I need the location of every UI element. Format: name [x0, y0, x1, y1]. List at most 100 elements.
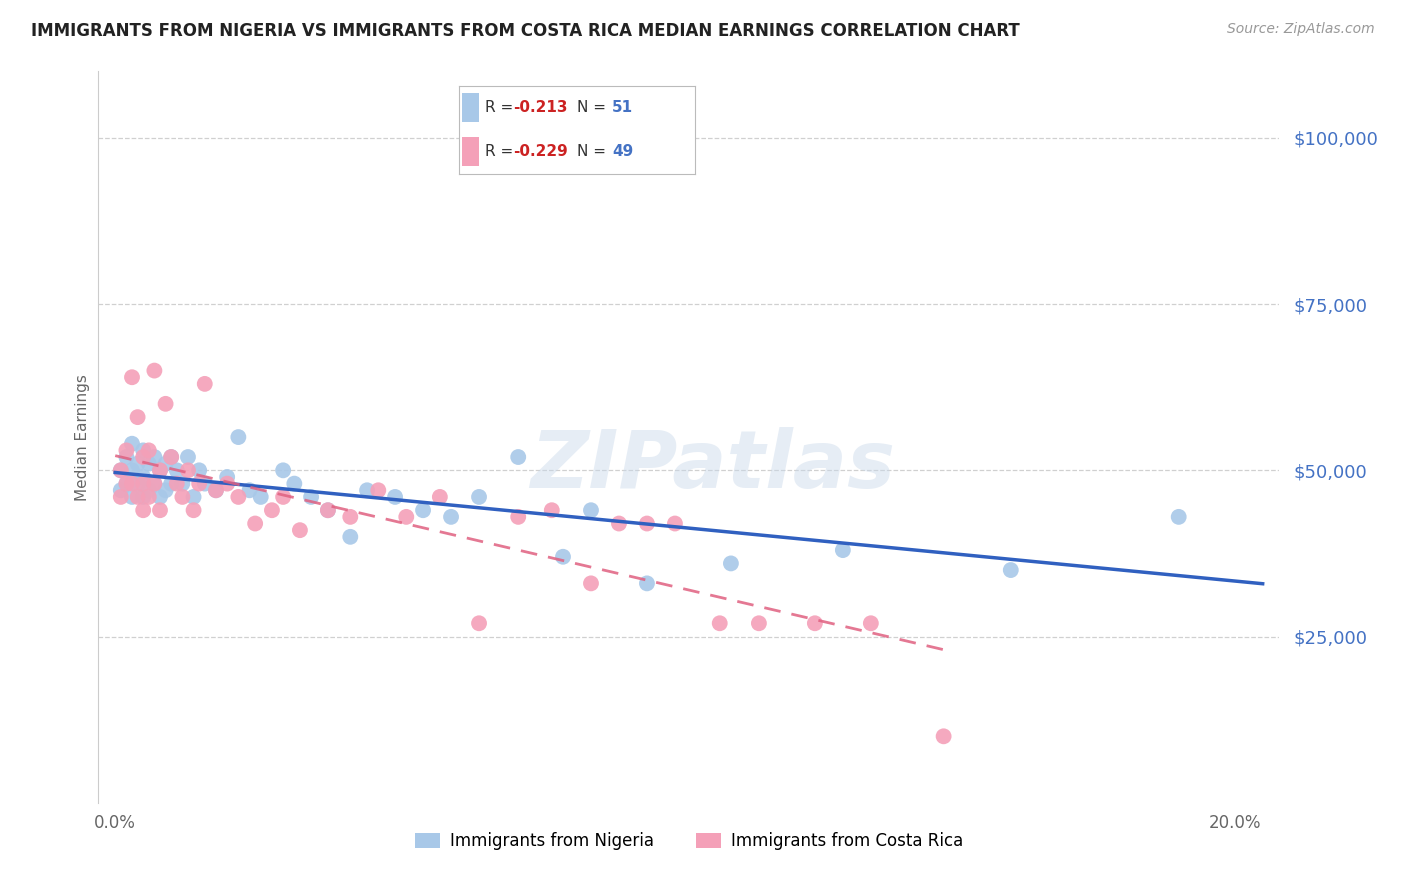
Point	[384, 490, 406, 504]
Point	[283, 476, 305, 491]
Point	[429, 490, 451, 504]
Point	[110, 463, 132, 477]
Point	[110, 490, 132, 504]
Point	[160, 450, 183, 464]
Point	[138, 443, 160, 458]
Point	[540, 503, 562, 517]
Legend: Immigrants from Nigeria, Immigrants from Costa Rica: Immigrants from Nigeria, Immigrants from…	[408, 825, 970, 856]
Y-axis label: Median Earnings: Median Earnings	[75, 374, 90, 500]
Point	[160, 450, 183, 464]
Point	[115, 476, 138, 491]
Point	[804, 616, 827, 631]
Point	[121, 463, 143, 477]
Point	[664, 516, 686, 531]
Point	[636, 516, 658, 531]
Point	[143, 476, 166, 491]
Point	[110, 463, 132, 477]
Point	[579, 503, 602, 517]
Point	[177, 463, 200, 477]
Point	[243, 516, 266, 531]
Point	[205, 483, 228, 498]
Point	[859, 616, 882, 631]
Point	[395, 509, 418, 524]
Point	[205, 483, 228, 498]
Point	[468, 616, 491, 631]
Point	[166, 463, 188, 477]
Point	[249, 490, 271, 504]
Point	[155, 483, 177, 498]
Point	[115, 443, 138, 458]
Point	[132, 443, 155, 458]
Point	[440, 509, 463, 524]
Point	[607, 516, 630, 531]
Text: ZIPatlas: ZIPatlas	[530, 427, 896, 506]
Point	[188, 476, 211, 491]
Point	[260, 503, 283, 517]
Point	[720, 557, 742, 571]
Point	[143, 363, 166, 377]
Point	[356, 483, 378, 498]
Point	[160, 476, 183, 491]
Point	[143, 450, 166, 464]
Point	[138, 457, 160, 471]
Point	[138, 490, 160, 504]
Point	[188, 463, 211, 477]
Point	[127, 476, 149, 491]
Text: Source: ZipAtlas.com: Source: ZipAtlas.com	[1227, 22, 1375, 37]
Point	[316, 503, 339, 517]
Point	[271, 463, 294, 477]
Point	[166, 476, 188, 491]
Point	[299, 490, 322, 504]
Point	[579, 576, 602, 591]
Point	[172, 490, 194, 504]
Point	[132, 450, 155, 464]
Point	[172, 476, 194, 491]
Point	[1000, 563, 1022, 577]
Point	[132, 470, 155, 484]
Point	[138, 483, 160, 498]
Point	[115, 450, 138, 464]
Point	[228, 430, 250, 444]
Point	[177, 450, 200, 464]
Point	[271, 490, 294, 504]
Point	[339, 530, 361, 544]
Point	[636, 576, 658, 591]
Point	[149, 490, 172, 504]
Point	[288, 523, 311, 537]
Point	[121, 436, 143, 450]
Point	[127, 457, 149, 471]
Point	[1167, 509, 1189, 524]
Point	[228, 490, 250, 504]
Point	[132, 476, 155, 491]
Point	[127, 410, 149, 425]
Point	[412, 503, 434, 517]
Point	[551, 549, 574, 564]
Point	[132, 490, 155, 504]
Point	[217, 470, 239, 484]
Point	[115, 476, 138, 491]
Point	[149, 503, 172, 517]
Point	[508, 509, 530, 524]
Point	[149, 463, 172, 477]
Point	[748, 616, 770, 631]
Point	[155, 457, 177, 471]
Point	[194, 476, 217, 491]
Point	[132, 503, 155, 517]
Point	[217, 476, 239, 491]
Point	[932, 729, 955, 743]
Point	[110, 483, 132, 498]
Point	[508, 450, 530, 464]
Point	[831, 543, 853, 558]
Point	[339, 509, 361, 524]
Point	[238, 483, 260, 498]
Point	[143, 476, 166, 491]
Point	[121, 370, 143, 384]
Point	[121, 476, 143, 491]
Text: IMMIGRANTS FROM NIGERIA VS IMMIGRANTS FROM COSTA RICA MEDIAN EARNINGS CORRELATIO: IMMIGRANTS FROM NIGERIA VS IMMIGRANTS FR…	[31, 22, 1019, 40]
Point	[121, 490, 143, 504]
Point	[316, 503, 339, 517]
Point	[468, 490, 491, 504]
Point	[155, 397, 177, 411]
Point	[183, 503, 205, 517]
Point	[183, 490, 205, 504]
